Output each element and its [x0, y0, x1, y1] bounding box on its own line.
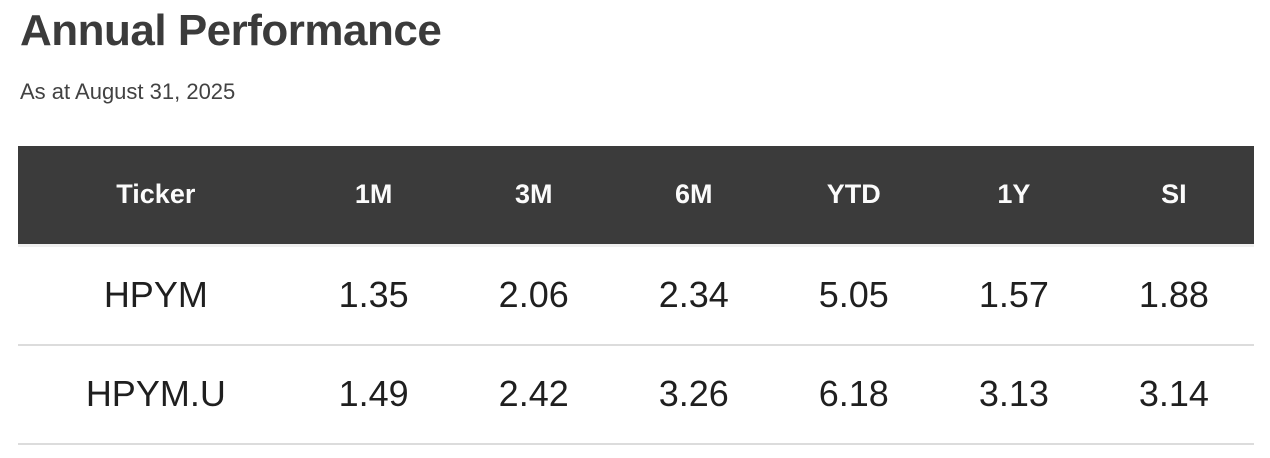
table-body: HPYM 1.35 2.06 2.34 5.05 1.57 1.88 HPYM.… — [18, 245, 1254, 444]
value-cell-ytd: 5.05 — [818, 274, 889, 316]
table-row-hpym: HPYM 1.35 2.06 2.34 5.05 1.57 1.88 — [18, 245, 1254, 345]
performance-table: Ticker 1M 3M 6M YTD 1Y SI HPYM 1.35 2.06… — [18, 145, 1254, 445]
performance-table-container: Ticker 1M 3M 6M YTD 1Y SI HPYM 1.35 2.06… — [18, 145, 1254, 445]
ticker-cell: HPYM.U — [85, 373, 226, 415]
table-header: Ticker 1M 3M 6M YTD 1Y SI — [18, 145, 1254, 246]
as-at-date: As at August 31, 2025 — [20, 79, 236, 105]
table-header-row: Ticker 1M 3M 6M YTD 1Y SI — [18, 145, 1254, 246]
column-header-6m: 6M — [675, 179, 713, 210]
column-header-1m: 1M — [354, 179, 393, 210]
table-row-hpym-u: HPYM.U 1.49 2.42 3.26 6.18 3.13 3.14 — [18, 344, 1254, 444]
ticker-cell: HPYM — [103, 274, 208, 316]
page-title: Annual Performance — [20, 6, 442, 55]
value-cell-si: 3.14 — [1138, 373, 1209, 415]
value-cell-1m: 1.35 — [338, 274, 409, 316]
value-cell-6m: 2.34 — [658, 274, 729, 316]
value-cell-3m: 2.42 — [498, 373, 569, 415]
value-cell-1m: 1.49 — [338, 373, 409, 415]
column-header-si: SI — [1161, 179, 1187, 210]
value-cell-3m: 2.06 — [498, 274, 569, 316]
value-cell-ytd: 6.18 — [818, 373, 889, 415]
column-header-ticker: Ticker — [116, 179, 196, 210]
value-cell-si: 1.88 — [1138, 274, 1209, 316]
value-cell-1y: 3.13 — [978, 373, 1049, 415]
column-header-ytd: YTD — [826, 179, 881, 210]
value-cell-1y: 1.57 — [978, 274, 1049, 316]
column-header-3m: 3M — [514, 179, 553, 210]
column-header-1y: 1Y — [997, 179, 1031, 210]
value-cell-6m: 3.26 — [658, 373, 729, 415]
